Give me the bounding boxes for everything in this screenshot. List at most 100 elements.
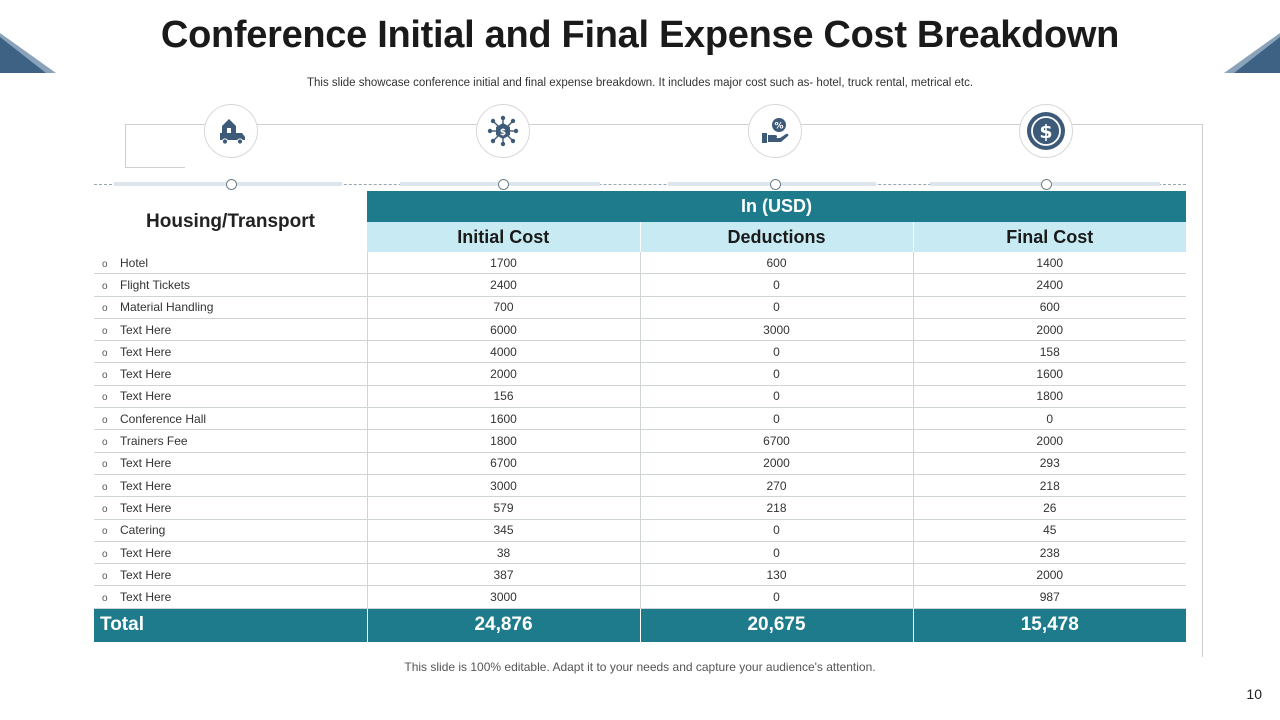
table-row: o Text Here 4000 0 158 (94, 340, 1187, 364)
row-label: Text Here (120, 322, 172, 337)
row-label-cell: o Text Here (94, 585, 367, 609)
dollar-coin-icon: $ (1019, 104, 1073, 158)
page-number: 10 (1246, 686, 1262, 702)
row-deductions: 3000 (639, 318, 913, 342)
row-final-cost: 1600 (912, 362, 1187, 386)
row-label-cell: o Material Handling (94, 296, 367, 319)
row-final-cost: 1800 (912, 385, 1187, 409)
row-label: Text Here (120, 500, 172, 515)
section-header: Housing/Transport (94, 191, 367, 252)
row-label-cell: o Text Here (94, 563, 367, 587)
row-initial-cost: 1600 (366, 407, 640, 431)
bullet-icon: o (102, 548, 108, 560)
table-row: o Text Here 579 218 26 (94, 496, 1187, 520)
svg-text:%: % (774, 122, 783, 132)
currency-group-header: In (USD) (367, 191, 1187, 222)
bullet-icon: o (102, 370, 108, 382)
row-final-cost: 158 (912, 340, 1187, 364)
table-row: o Material Handling 700 0 600 (94, 296, 1187, 319)
table-row: o Text Here 3000 0 987 (94, 585, 1187, 609)
table-row: o Flight Tickets 2400 0 2400 (94, 273, 1187, 297)
row-initial-cost: 3000 (366, 474, 640, 498)
row-label: Text Here (120, 545, 172, 560)
row-initial-cost: 700 (366, 296, 640, 319)
timeline-dot (1041, 179, 1052, 190)
row-initial-cost: 387 (366, 563, 640, 587)
frame-line-left (125, 124, 126, 168)
row-final-cost: 0 (912, 407, 1187, 431)
row-final-cost: 293 (912, 452, 1187, 475)
table-row: o Text Here 3000 270 218 (94, 474, 1187, 498)
row-deductions: 2000 (639, 452, 913, 475)
row-deductions: 0 (639, 296, 913, 319)
table-row: o Trainers Fee 1800 6700 2000 (94, 429, 1187, 453)
bullet-icon: o (102, 347, 108, 359)
column-header-deductions: Deductions (640, 222, 914, 252)
row-label: Trainers Fee (120, 434, 188, 449)
row-label: Text Here (120, 456, 172, 471)
footer-note: This slide is 100% editable. Adapt it to… (404, 660, 876, 674)
bullet-icon: o (102, 481, 108, 493)
total-initial-cost: 24,876 (366, 608, 640, 642)
bullet-icon: o (102, 570, 108, 582)
row-deductions: 0 (639, 541, 913, 565)
timeline-dot (770, 179, 781, 190)
page-title: Conference Initial and Final Expense Cos… (160, 14, 1120, 56)
row-deductions: 0 (639, 407, 913, 431)
corner-decoration-right (1224, 33, 1280, 73)
network-dollar-icon: $ (476, 104, 530, 158)
row-label: Text Here (120, 590, 172, 605)
row-label: Text Here (120, 478, 172, 493)
timeline-dot (498, 179, 509, 190)
frame-line-right (1202, 124, 1203, 657)
row-deductions: 218 (639, 496, 913, 520)
row-label: Material Handling (120, 300, 214, 315)
svg-text:$: $ (1039, 121, 1052, 143)
row-deductions: 0 (639, 273, 913, 297)
bullet-icon: o (102, 459, 108, 471)
row-label-cell: o Text Here (94, 452, 367, 475)
frame-line-top (125, 124, 1202, 125)
row-label-cell: o Text Here (94, 474, 367, 498)
bullet-icon: o (102, 280, 108, 292)
total-row: Total 24,876 20,675 15,478 (94, 608, 1187, 642)
page-subtitle: This slide showcase conference initial a… (306, 77, 974, 89)
row-initial-cost: 3000 (366, 585, 640, 609)
row-final-cost: 2000 (912, 318, 1187, 342)
row-final-cost: 2400 (912, 273, 1187, 297)
truck-house-icon (204, 104, 258, 158)
row-deductions: 270 (639, 474, 913, 498)
row-initial-cost: 6000 (366, 318, 640, 342)
row-initial-cost: 2400 (366, 273, 640, 297)
row-label-cell: o Text Here (94, 340, 367, 364)
row-label-cell: o Trainers Fee (94, 429, 367, 453)
row-label: Text Here (120, 367, 172, 382)
row-deductions: 0 (639, 385, 913, 409)
table-row: o Text Here 38 0 238 (94, 541, 1187, 565)
row-final-cost: 2000 (912, 429, 1187, 453)
bullet-icon: o (102, 392, 108, 404)
row-final-cost: 26 (912, 496, 1187, 520)
row-initial-cost: 1800 (366, 429, 640, 453)
frame-line-stub (125, 167, 185, 168)
cost-table: Housing/Transport In (USD) Initial Cost … (94, 191, 1187, 642)
row-label: Text Here (120, 567, 172, 582)
row-deductions: 0 (639, 585, 913, 609)
row-label: Catering (120, 523, 166, 538)
row-label-cell: o Text Here (94, 496, 367, 520)
row-label-cell: o Hotel (94, 252, 367, 275)
row-initial-cost: 2000 (366, 362, 640, 386)
row-label-cell: o Flight Tickets (94, 273, 367, 297)
timeline-dashed-line (94, 184, 1186, 185)
row-initial-cost: 6700 (366, 452, 640, 475)
bullet-icon: o (102, 503, 108, 515)
table-row: o Hotel 1700 600 1400 (94, 252, 1187, 275)
row-label: Flight Tickets (120, 277, 191, 292)
table-row: o Text Here 6700 2000 293 (94, 452, 1187, 475)
svg-text:$: $ (500, 128, 506, 138)
timeline-dot (226, 179, 237, 190)
row-final-cost: 600 (912, 296, 1187, 319)
bullet-icon: o (102, 258, 108, 270)
row-label-cell: o Catering (94, 519, 367, 542)
table-row: o Text Here 2000 0 1600 (94, 362, 1187, 386)
